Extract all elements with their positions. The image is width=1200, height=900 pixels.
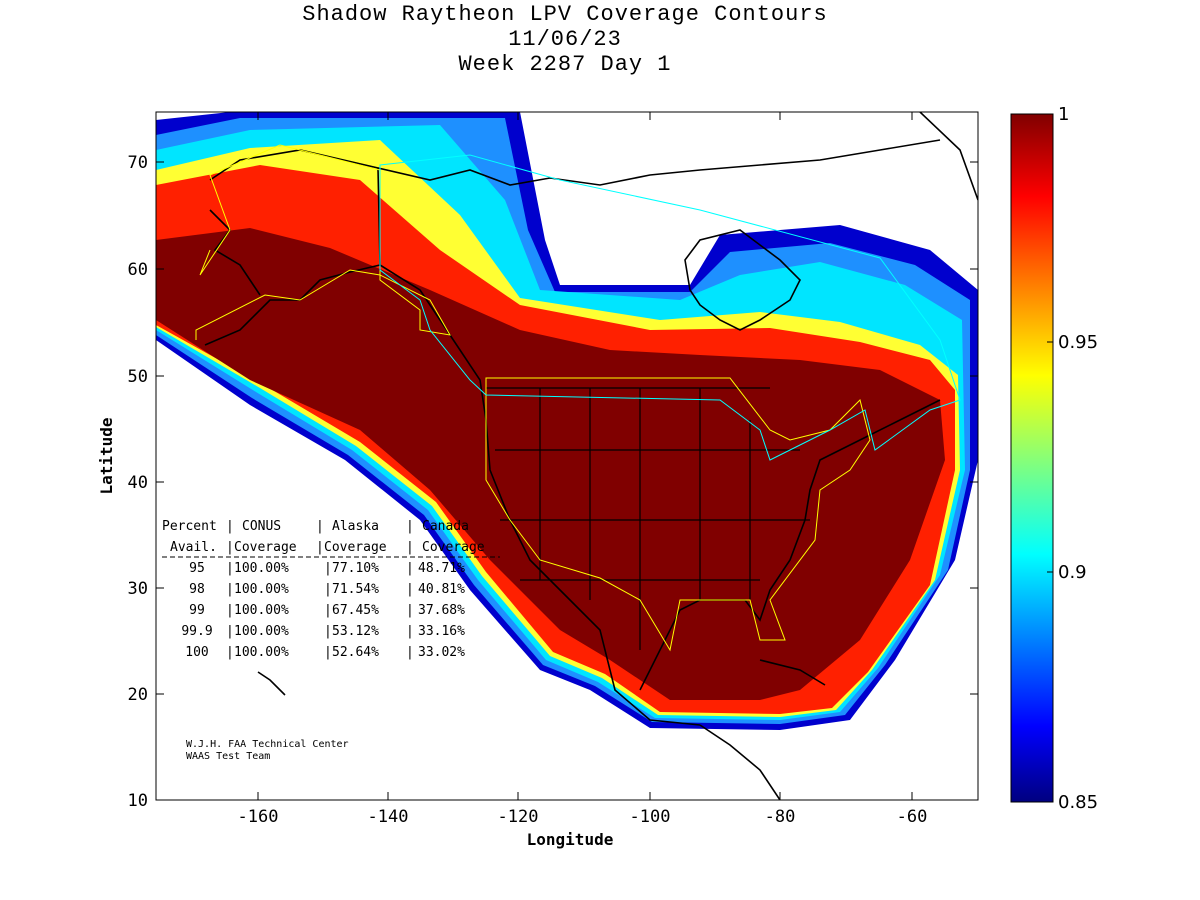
colorbar-tick-label: 0.85: [1058, 792, 1098, 813]
table-cell-percent: 99: [189, 603, 205, 618]
y-tick-label: 20: [128, 685, 148, 705]
x-tick-label: -80: [765, 807, 796, 827]
y-tick-label: 40: [128, 473, 148, 493]
y-tick-label: 60: [128, 260, 148, 280]
x-tick-label: -100: [630, 807, 671, 827]
table-cell-conus: 100.00%: [234, 561, 289, 576]
credit-line: WAAS Test Team: [186, 751, 270, 762]
alaska-boundary: [195, 144, 451, 340]
table-cell-conus: 100.00%: [234, 645, 289, 660]
alaska-coast: [204, 149, 381, 346]
table-cell-percent: 98: [189, 582, 205, 597]
y-tick-label: 30: [128, 579, 148, 599]
central-america: [699, 724, 781, 800]
table-cell-canada: 40.81%: [418, 582, 465, 597]
table-sep: |: [406, 540, 414, 555]
table-sep: |: [226, 624, 234, 639]
chart-date: 11/06/23: [508, 27, 622, 52]
table-sep: |: [406, 645, 414, 660]
table-cell-conus: 100.00%: [234, 624, 289, 639]
table-cell-canada: 33.16%: [418, 624, 465, 639]
table-cell-percent: 100: [185, 645, 208, 660]
contour-100: [156, 228, 945, 700]
table-sep: |: [226, 561, 234, 576]
table-header-percent: Percent: [162, 519, 217, 534]
x-tick-label: -60: [897, 807, 928, 827]
table-cell-alaska: 67.45%: [332, 603, 379, 618]
table-header-alaska: Alaska: [332, 519, 379, 534]
x-axis: -160 -140 -120 -100 -80 -60 Longitude: [238, 112, 928, 849]
table-sep: |: [324, 561, 332, 576]
table-subheader: Avail.: [170, 540, 217, 555]
state-boundaries: [486, 387, 810, 650]
canada-boundary: [379, 154, 961, 461]
table-cell-alaska: 77.10%: [332, 561, 379, 576]
table-cell-alaska: 52.64%: [332, 645, 379, 660]
table-cell-canada: 37.68%: [418, 603, 465, 618]
colorbar-tick-label: 1: [1058, 104, 1069, 125]
table-subheader: Coverage: [324, 540, 387, 555]
cuba: [759, 659, 826, 686]
table-sep: |: [324, 603, 332, 618]
y-tick-label: 70: [128, 153, 148, 173]
table-sep: |: [226, 519, 234, 534]
table-sep: |: [226, 582, 234, 597]
table-sep: |: [226, 540, 234, 555]
region-boundaries: [195, 144, 961, 652]
colorbar: [1010, 113, 1054, 803]
chart-week-day: Week 2287 Day 1: [458, 52, 672, 77]
table-subheader: Coverage: [234, 540, 297, 555]
colorbar-ticks: 1 0.95 0.9 0.85: [1047, 104, 1098, 813]
table-cell-alaska: 53.12%: [332, 624, 379, 639]
table-cell-conus: 100.00%: [234, 582, 289, 597]
plot-frame: [155, 111, 979, 801]
coastlines: [204, 112, 978, 800]
hudson-bay: [684, 229, 801, 331]
table-sep: |: [406, 582, 414, 597]
table-cell-percent: 99.9: [181, 624, 212, 639]
table-sep: |: [226, 603, 234, 618]
table-sep: |: [406, 603, 414, 618]
table-sep: |: [226, 645, 234, 660]
table-cell-canada: 48.71%: [418, 561, 465, 576]
x-tick-label: -140: [368, 807, 409, 827]
colorbar-tick-label: 0.95: [1058, 332, 1098, 353]
atlantic-coast: [639, 399, 941, 691]
x-tick-label: -120: [498, 807, 539, 827]
table-cell-alaska: 71.54%: [332, 582, 379, 597]
y-axis: 70 60 50 40 30 20 10 Latitude: [97, 153, 978, 811]
x-tick-label: -160: [238, 807, 279, 827]
table-sep: |: [324, 645, 332, 660]
credit-line: W.J.H. FAA Technical Center: [186, 739, 349, 750]
chart-title: Shadow Raytheon LPV Coverage Contours: [302, 2, 828, 27]
table-sep: |: [316, 540, 324, 555]
hawaii: [257, 671, 286, 696]
table-subheader: Coverage: [422, 540, 485, 555]
table-sep: |: [324, 624, 332, 639]
table-header-conus: CONUS: [242, 519, 281, 534]
canada-arctic-coast: [377, 139, 941, 186]
table-cell-percent: 95: [189, 561, 205, 576]
conus-boundary: [485, 377, 871, 652]
table-sep: |: [406, 624, 414, 639]
y-tick-label: 50: [128, 367, 148, 387]
table-cell-conus: 100.00%: [234, 603, 289, 618]
colorbar-tick-label: 0.9: [1058, 562, 1087, 583]
table-sep: |: [316, 519, 324, 534]
table-header-canada: Canada: [422, 519, 469, 534]
table-sep: |: [406, 561, 414, 576]
y-tick-label: 10: [128, 791, 148, 811]
table-sep: |: [324, 582, 332, 597]
table-cell-canada: 33.02%: [418, 645, 465, 660]
table-sep: |: [406, 519, 414, 534]
x-axis-label: Longitude: [527, 830, 614, 849]
greenland: [919, 112, 978, 201]
pacific-coast: [379, 264, 701, 726]
coverage-table: Percent | CONUS | Alaska | Canada Avail.…: [162, 519, 500, 660]
y-axis-label: Latitude: [97, 417, 116, 494]
